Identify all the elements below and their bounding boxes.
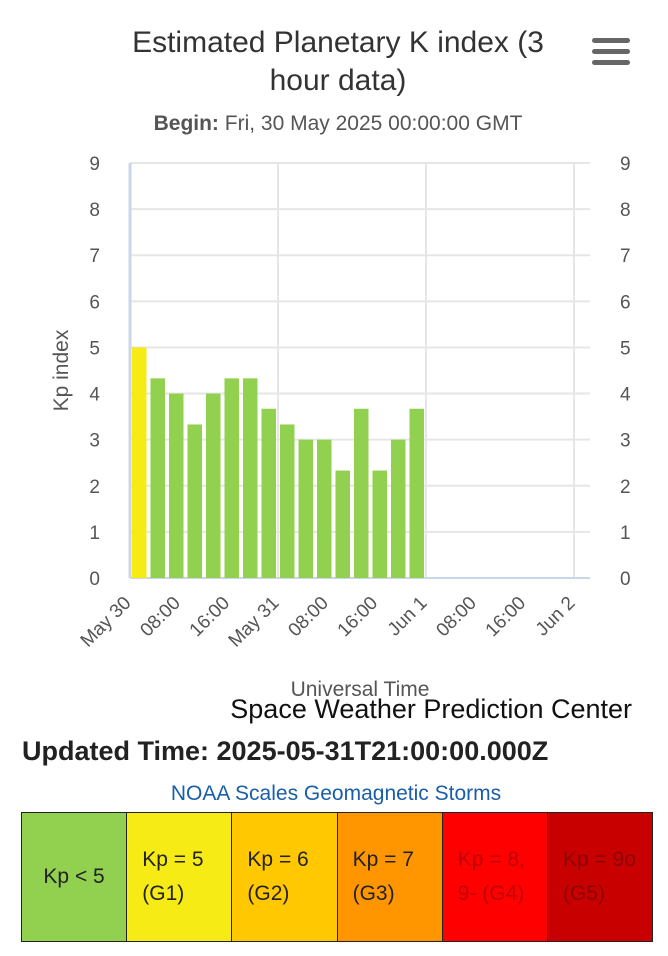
- kp-bar: [372, 470, 387, 578]
- y-tick-label-right: 5: [620, 338, 631, 359]
- kp-bar: [224, 378, 239, 578]
- scale-label: Kp = 6 (G2): [247, 848, 309, 905]
- chart-subtitle: Begin: Fri, 30 May 2025 00:00:00 GMT: [0, 112, 668, 136]
- scale-cell: Kp = 8, 9- (G4): [442, 813, 548, 941]
- x-tick-label: 16:00: [482, 593, 530, 641]
- kp-bar: [391, 439, 406, 578]
- kp-bar: [280, 424, 295, 578]
- y-tick-label-left: 7: [89, 246, 100, 267]
- y-tick-label-left: 3: [89, 431, 100, 452]
- scale-cell: Kp < 5: [22, 813, 128, 941]
- kp-bar: [169, 393, 184, 578]
- x-tick-label: May 30: [77, 593, 136, 652]
- begin-value: Fri, 30 May 2025 00:00:00 GMT: [224, 112, 523, 135]
- y-tick-label-right: 9: [620, 154, 631, 175]
- y-tick-label-left: 4: [89, 385, 100, 406]
- noaa-scale-legend: Kp < 5 Kp = 5 (G1) Kp = 6 (G2) Kp = 7 (G3) K…: [21, 812, 653, 942]
- y-tick-label-right: 1: [620, 523, 631, 544]
- y-tick-label-left: 8: [89, 200, 100, 221]
- begin-label: Begin:: [153, 112, 219, 135]
- y-tick-label-left: 6: [89, 292, 100, 313]
- scale-label: Kp = 9o (G5): [562, 848, 636, 905]
- kp-bar: [206, 393, 221, 578]
- kp-bar: [335, 470, 350, 578]
- credits-label[interactable]: Space Weather Prediction Center: [230, 694, 632, 724]
- kp-bar: [243, 378, 258, 578]
- kp-bar: [317, 439, 332, 578]
- scale-cell: Kp = 5 (G1): [127, 813, 233, 941]
- y-tick-label-right: 4: [620, 385, 631, 406]
- noaa-scales-link[interactable]: NOAA Scales Geomagnetic Storms: [170, 782, 502, 805]
- x-tick-label: 08:00: [136, 593, 184, 641]
- kp-bar: [132, 347, 147, 578]
- y-tick-label-left: 1: [89, 523, 100, 544]
- updated-time: Updated Time: 2025-05-31T21:00:00.000Z: [22, 736, 549, 766]
- y-tick-label-right: 6: [620, 292, 631, 313]
- x-tick-label: Jun 2: [532, 593, 580, 641]
- x-axis-title: Universal Time: [291, 678, 430, 700]
- scale-cell: Kp = 7 (G3): [337, 813, 443, 941]
- kp-bar: [150, 378, 165, 578]
- scale-label: Kp < 5: [43, 865, 105, 888]
- scale-label: Kp = 8, 9- (G4): [457, 848, 525, 905]
- x-tick-label: Jun 1: [384, 593, 432, 641]
- y-tick-label-right: 3: [620, 431, 631, 452]
- x-tick-label: 16:00: [334, 593, 382, 641]
- hamburger-menu-icon[interactable]: [592, 38, 630, 68]
- scale-cell: Kp = 9o (G5): [547, 813, 653, 941]
- x-tick-label: 08:00: [284, 593, 332, 641]
- y-tick-label-right: 0: [620, 569, 631, 590]
- y-tick-label-left: 9: [89, 154, 100, 175]
- x-tick-label: 08:00: [432, 593, 480, 641]
- y-tick-label-left: 5: [89, 338, 100, 359]
- scale-label: Kp = 5 (G1): [142, 848, 204, 905]
- kp-bar: [298, 439, 313, 578]
- chart-title: Estimated Planetary K index (3 hour data…: [132, 26, 544, 97]
- x-tick-label: May 31: [225, 593, 284, 652]
- scale-label: Kp = 7 (G3): [352, 848, 414, 905]
- kp-bar: [409, 408, 424, 578]
- kp-bar: [354, 408, 369, 578]
- y-tick-label-left: 0: [89, 569, 100, 590]
- y-tick-label-left: 2: [89, 477, 100, 498]
- kp-bar: [261, 408, 276, 578]
- y-tick-label-right: 2: [620, 477, 631, 498]
- y-axis-title: Kp index: [50, 329, 73, 411]
- y-tick-label-right: 8: [620, 200, 631, 221]
- scale-cell: Kp = 6 (G2): [232, 813, 338, 941]
- kp-bar: [187, 424, 202, 578]
- y-tick-label-right: 7: [620, 246, 631, 267]
